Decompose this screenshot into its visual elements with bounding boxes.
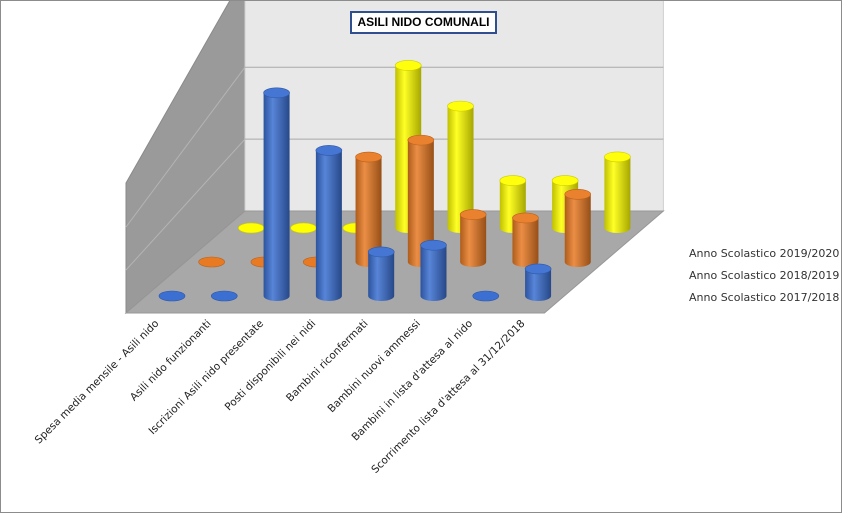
bar-base: [238, 222, 265, 234]
bar-base: [158, 290, 186, 302]
bar: [460, 209, 487, 267]
gridline: [125, 138, 246, 271]
bar-base: [472, 290, 500, 302]
legend-label: Anno Scolastico 2017/2018: [689, 290, 840, 304]
bar: [407, 135, 434, 267]
bar-top: [263, 87, 290, 99]
bar-top: [512, 212, 539, 224]
legend-item: Anno Scolastico 2018/2019: [684, 264, 839, 286]
gridline: [125, 66, 246, 228]
bar: [263, 87, 290, 301]
legend-item: Anno Scolastico 2019/2020: [684, 242, 839, 264]
bar-top: [355, 151, 382, 163]
bar: [355, 152, 382, 267]
bar-top: [447, 100, 474, 112]
legend-label: Anno Scolastico 2018/2019: [689, 268, 840, 282]
bar-top: [524, 263, 552, 275]
legend-item: Anno Scolastico 2017/2018: [684, 286, 839, 308]
bar: [512, 212, 539, 267]
bar: [447, 101, 474, 233]
chart-title: ASILI NIDO COMUNALI: [350, 11, 497, 34]
bar-base: [210, 290, 238, 302]
bar-base: [290, 222, 317, 234]
bar-top: [459, 209, 487, 220]
legend-label: Anno Scolastico 2019/2020: [689, 246, 840, 260]
category-label: Iscrizioni Asili nido presentate: [147, 318, 267, 438]
bar-top: [407, 134, 435, 146]
bar: [604, 151, 631, 233]
category-label: Posti disponibili nei nidi: [223, 318, 319, 414]
bar-top: [604, 151, 631, 163]
bar-top: [367, 246, 395, 258]
legend: Anno Scolastico 2019/2020 Anno Scolastico…: [684, 242, 839, 308]
category-label: Bambini nuovi ammessi: [325, 318, 422, 415]
bar-top: [499, 175, 527, 186]
bar: [315, 145, 342, 301]
bar: [420, 240, 447, 301]
bar-top: [394, 60, 422, 71]
bar-top: [420, 239, 447, 251]
bar-base: [198, 256, 225, 268]
bar-top: [551, 175, 579, 186]
bar-top: [315, 145, 343, 156]
bar: [564, 189, 591, 267]
bar: [368, 246, 395, 301]
bar-top: [564, 188, 592, 200]
